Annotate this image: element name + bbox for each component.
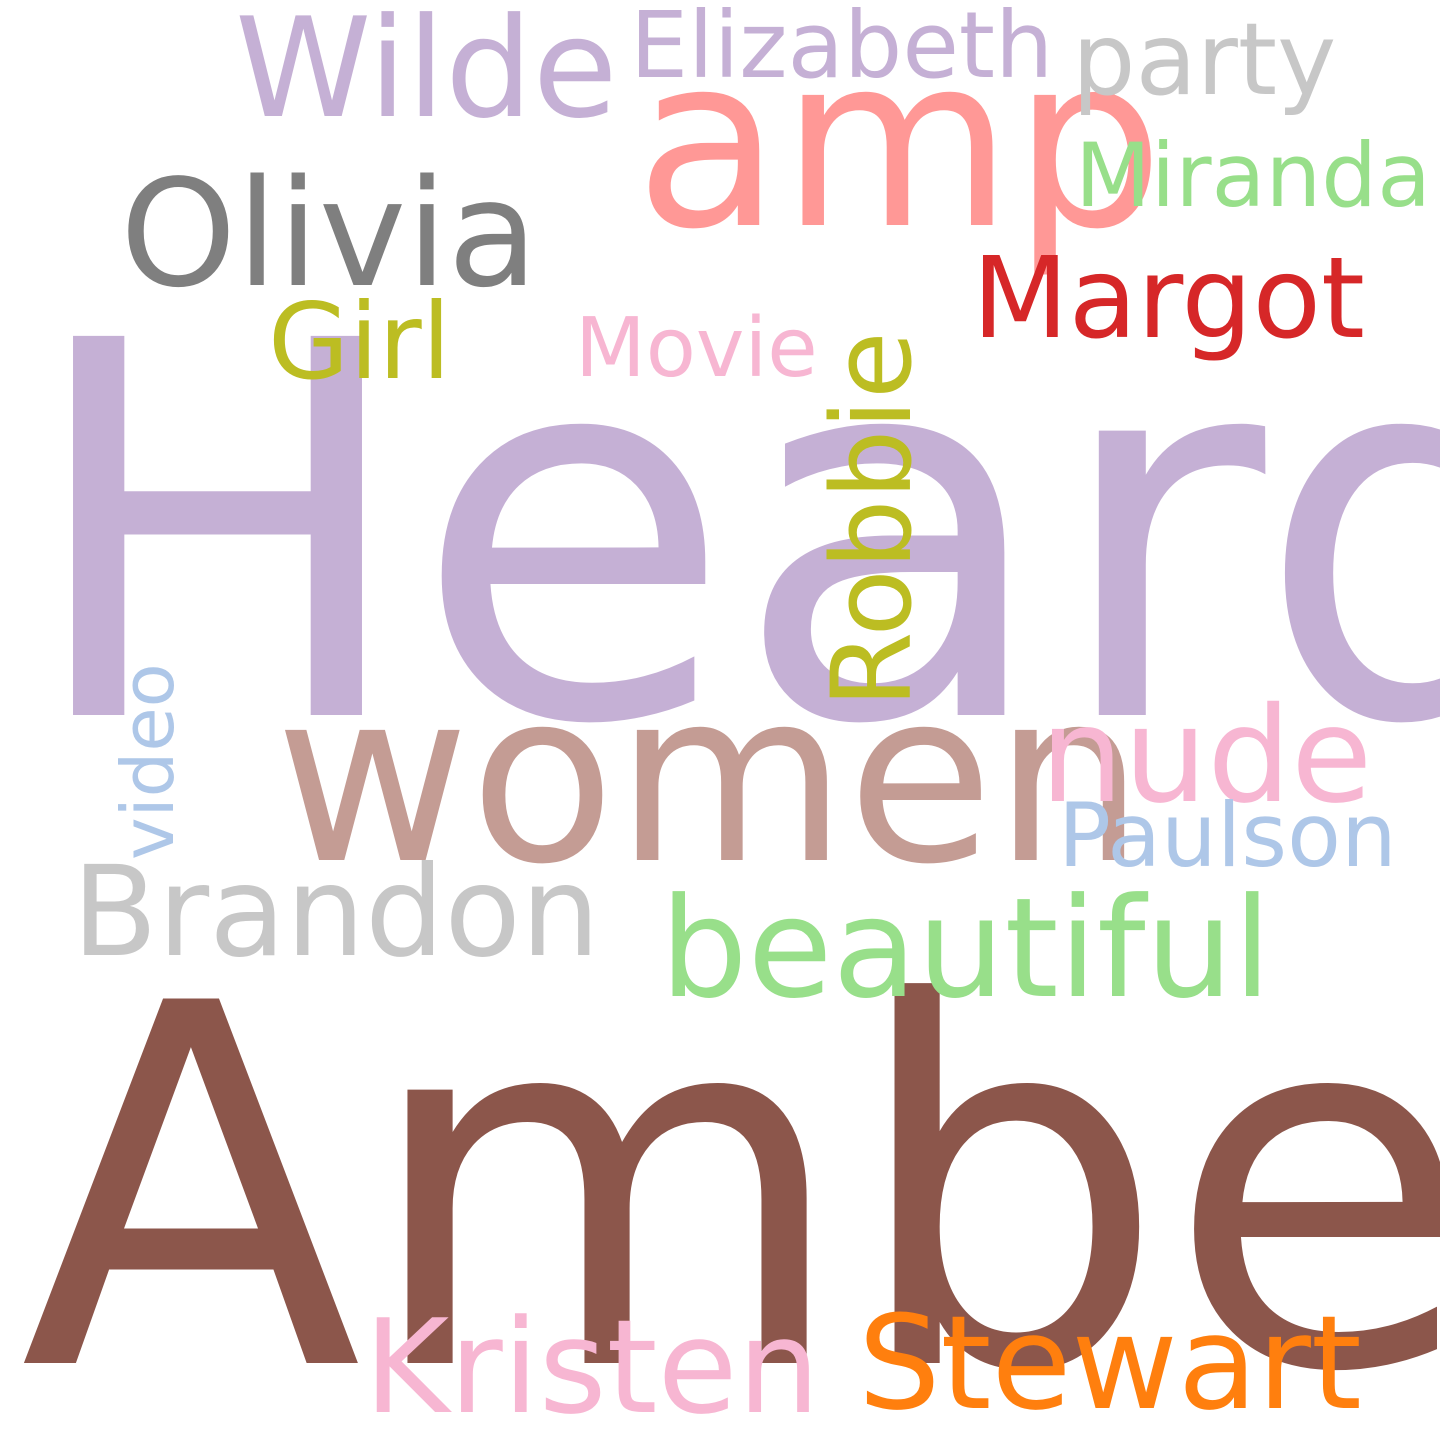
- word-miranda: Miranda: [1075, 124, 1432, 227]
- word-paulson: Paulson: [1058, 784, 1397, 887]
- word-party: party: [1072, 1, 1337, 118]
- word-brandon: Brandon: [72, 840, 601, 985]
- word-movie: Movie: [575, 301, 818, 396]
- word-heard: Heard: [22, 232, 1440, 838]
- word-stewart: Stewart: [858, 1287, 1362, 1439]
- word-olivia: Olivia: [120, 148, 539, 320]
- word-beautiful: beautiful: [660, 868, 1272, 1029]
- word-amp: amp: [635, 5, 1164, 282]
- word-robbie: Robbie: [808, 331, 936, 708]
- word-amber: Amber: [20, 899, 1440, 1440]
- word-girl: Girl: [268, 281, 451, 403]
- word-elizabeth: Elizabeth: [630, 0, 1054, 99]
- word-margot: Margot: [972, 234, 1365, 364]
- word-kristen: Kristen: [364, 1291, 820, 1440]
- word-women: women: [275, 640, 1145, 917]
- word-video: video: [106, 663, 190, 860]
- word-wilde: Wilde: [235, 0, 618, 149]
- word-nude: nude: [1040, 679, 1373, 833]
